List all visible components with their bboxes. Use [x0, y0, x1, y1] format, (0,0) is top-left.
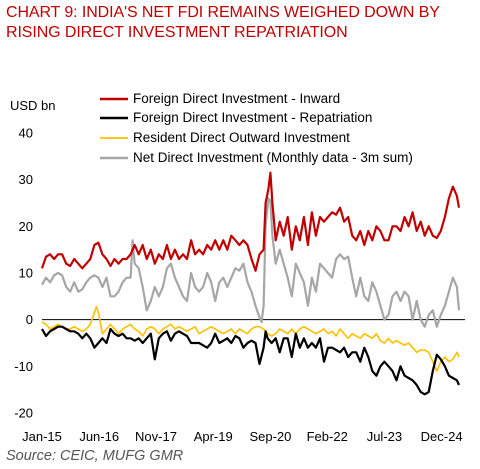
- legend-label: Foreign Direct Investment - Repatriation: [133, 110, 372, 125]
- y-axis-label: USD bn: [10, 98, 56, 113]
- series-lines: [40, 171, 461, 396]
- y-tick-label: 20: [19, 219, 33, 234]
- legend: Foreign Direct Investment - Inward Foreig…: [100, 91, 413, 165]
- y-tick-label: -20: [14, 406, 33, 421]
- x-tick-label: Jan-15: [22, 429, 62, 444]
- y-tick-label: 10: [19, 266, 33, 281]
- x-tick-label: Nov-17: [135, 429, 177, 444]
- y-tick-label: 0: [26, 312, 33, 327]
- chart-title: CHART 9: INDIA'S NET FDI REMAINS WEIGHED…: [6, 4, 440, 41]
- x-tick-label: Dec-24: [421, 429, 463, 444]
- x-tick-label: Jul-23: [367, 429, 402, 444]
- series-line: [41, 197, 461, 328]
- legend-label: Net Direct Investment (Monthly data - 3m…: [133, 150, 413, 165]
- x-tick-label: Jun-16: [79, 429, 119, 444]
- x-axis-ticks: Jan-15 Jun-16 Nov-17 Apr-19 Sep-20 Feb-22 Jul-…: [22, 429, 462, 444]
- source-note: Source: CEIC, MUFG GMR: [6, 448, 184, 464]
- y-tick-label: 30: [19, 172, 33, 187]
- x-tick-label: Sep-20: [249, 429, 291, 444]
- series-line: [41, 305, 460, 372]
- legend-label: Foreign Direct Investment - Inward: [133, 91, 340, 106]
- series-line: [40, 171, 461, 272]
- legend-label: Resident Direct Outward Investment: [133, 130, 350, 145]
- y-axis-ticks: -20 -10 0 10 20 30 40: [14, 126, 33, 421]
- series-line: [41, 325, 461, 396]
- y-tick-label: -10: [14, 359, 33, 374]
- x-tick-label: Apr-19: [194, 429, 233, 444]
- y-tick-label: 40: [19, 126, 33, 141]
- x-tick-label: Feb-22: [307, 429, 348, 444]
